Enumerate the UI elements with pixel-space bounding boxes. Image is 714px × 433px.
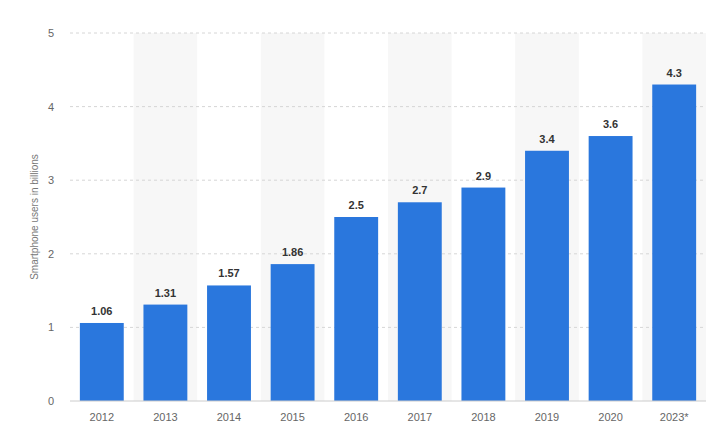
y-tick-label: 4 (48, 101, 54, 113)
bar (652, 85, 696, 401)
data-label: 1.86 (282, 246, 303, 258)
y-tick-label: 5 (48, 27, 54, 39)
grid-line (70, 33, 706, 34)
y-ticks: 0 1 2 3 4 5 (48, 27, 54, 407)
x-tick-label: 2015 (280, 411, 304, 423)
x-axis-line (70, 401, 706, 402)
bar (589, 136, 633, 401)
background-bands (134, 33, 706, 401)
y-tick-label: 1 (48, 321, 54, 333)
band (388, 33, 452, 401)
bar (525, 151, 569, 401)
chart-svg: 0 1 2 3 4 5 1.06 1.31 1.57 1.86 2.5 2.7 2.9 3.4 3.6 4.3… (0, 0, 714, 433)
data-label: 3.6 (603, 118, 618, 130)
bar (80, 323, 124, 401)
bar (398, 202, 442, 401)
band (642, 33, 706, 401)
chart-container: 0 1 2 3 4 5 1.06 1.31 1.57 1.86 2.5 2.7 2.9 3.4 3.6 4.3… (0, 0, 714, 433)
y-axis-label: Smartphone users in billions (29, 154, 40, 280)
bars (80, 85, 696, 401)
bar (271, 264, 315, 401)
data-label: 1.06 (91, 305, 112, 317)
y-tick-label: 3 (48, 174, 54, 186)
x-tick-label: 2020 (598, 411, 622, 423)
y-tick-label: 0 (48, 395, 54, 407)
bar (461, 188, 505, 401)
x-tick-label: 2014 (217, 411, 241, 423)
x-tick-label: 2019 (535, 411, 559, 423)
grid-line (70, 106, 706, 107)
band (515, 33, 579, 401)
data-label: 1.57 (218, 267, 239, 279)
data-label: 4.3 (667, 67, 682, 79)
x-ticks: 2012 2013 2014 2015 2016 2017 2018 2019 2020 2023… (90, 411, 690, 423)
band (134, 33, 198, 401)
x-tick-label: 2012 (90, 411, 114, 423)
y-tick-label: 2 (48, 248, 54, 260)
data-label: 2.7 (412, 184, 427, 196)
data-label: 2.5 (349, 199, 364, 211)
data-label: 3.4 (539, 133, 555, 145)
bar (143, 305, 187, 401)
x-tick-label: 2023* (660, 411, 689, 423)
bar (207, 285, 251, 401)
x-tick-label: 2016 (344, 411, 368, 423)
data-label: 1.31 (155, 287, 176, 299)
data-label: 2.9 (476, 170, 491, 182)
x-tick-label: 2017 (408, 411, 432, 423)
band (261, 33, 325, 401)
data-labels: 1.06 1.31 1.57 1.86 2.5 2.7 2.9 3.4 3.6 4.3 (91, 67, 682, 317)
bar (334, 217, 378, 401)
x-tick-label: 2013 (153, 411, 177, 423)
x-tick-label: 2018 (471, 411, 495, 423)
